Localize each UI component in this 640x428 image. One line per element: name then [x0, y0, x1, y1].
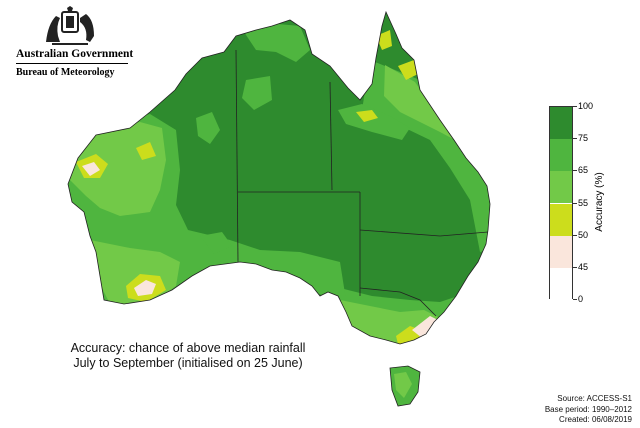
- legend-tick-label: 100: [572, 101, 594, 111]
- footer-base-period: Base period: 1990–2012: [544, 404, 632, 414]
- legend-colorbar: [549, 106, 573, 300]
- caption-line-2: July to September (initialised on 25 Jun…: [73, 356, 303, 370]
- tasmania-inner: [394, 372, 412, 398]
- legend-swatch: [550, 107, 572, 140]
- gulf-patch-65-75: [338, 104, 410, 140]
- east-coast-band-65-75: [362, 60, 490, 252]
- top-end-65-75: [244, 24, 310, 62]
- agency-name: Bureau of Meteorology: [16, 67, 115, 78]
- legend-title: Accuracy (%): [594, 172, 605, 232]
- legend-tick-label: 0: [572, 294, 584, 304]
- legend-tick-label: 65: [572, 165, 589, 176]
- state-borders: [235, 49, 489, 317]
- legend-swatch: [550, 139, 572, 172]
- legend-tick-label: 50: [572, 229, 589, 240]
- gulf-patch-50-55: [356, 110, 378, 122]
- legend-swatch: [550, 235, 572, 268]
- pilbara-patch-50-55: [136, 142, 156, 160]
- legend-tick-label: 75: [572, 133, 589, 144]
- kimberley-65-75: [196, 112, 220, 144]
- cape-york-patch-50-55: [398, 60, 418, 80]
- legend-swatch: [550, 267, 572, 300]
- border-qld-nsw: [359, 229, 489, 237]
- border-wa-nt-sa: [235, 49, 239, 263]
- legend-swatch: [550, 203, 572, 236]
- coat-of-arms-icon: [46, 6, 94, 45]
- southwest-tip-45-50: [134, 280, 156, 296]
- map-footer: Source: ACCESS-S1 Base period: 1990–2012…: [545, 394, 632, 426]
- east-coast-band-55-65: [384, 65, 455, 140]
- logo: Australian Government Bureau of Meteorol…: [16, 6, 133, 78]
- legend-swatch: [550, 171, 572, 204]
- top-end-inner-65-75: [242, 76, 272, 110]
- australia-coastline: [67, 10, 491, 345]
- map-caption: Accuracy: chance of above median rainfal…: [0, 341, 376, 371]
- legend-tick-label: 55: [572, 197, 589, 208]
- central-patch-65-75: [200, 232, 232, 254]
- border-nt-qld: [329, 81, 333, 191]
- border-nsw-vic: [359, 287, 437, 317]
- footer-created: Created: 06/08/2019: [559, 415, 632, 424]
- government-name: Australian Government: [16, 48, 133, 64]
- footer-source: Source: ACCESS-S1: [557, 394, 632, 403]
- legend-tick-label: 45: [572, 261, 589, 272]
- caption-line-1: Accuracy: chance of above median rainfal…: [70, 341, 306, 355]
- shark-bay-45-50: [82, 162, 100, 176]
